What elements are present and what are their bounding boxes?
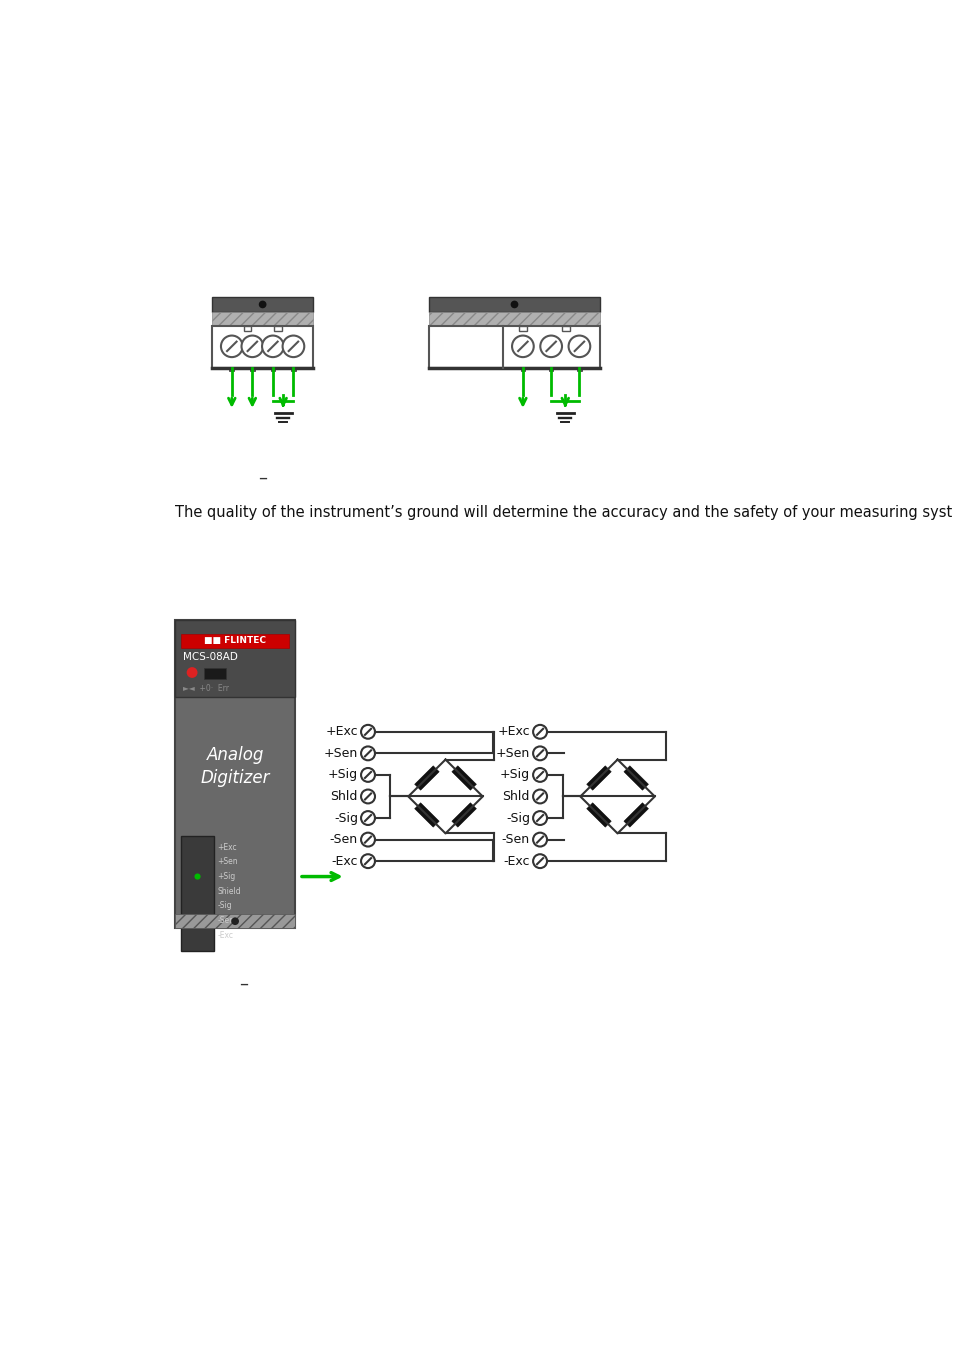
Bar — [212, 325, 313, 369]
Bar — [274, 325, 281, 331]
Text: +Exc: +Exc — [497, 725, 530, 738]
Text: Analog: Analog — [206, 747, 264, 764]
Bar — [452, 803, 476, 828]
Bar — [577, 367, 581, 371]
Bar — [623, 803, 648, 828]
Circle shape — [194, 873, 200, 880]
Text: Shld: Shld — [331, 790, 357, 803]
Text: +Sen: +Sen — [496, 747, 530, 760]
Text: ►◄  +0·  Err: ►◄ +0· Err — [183, 684, 229, 693]
Circle shape — [510, 301, 517, 308]
Circle shape — [360, 811, 375, 825]
Circle shape — [533, 768, 546, 782]
Circle shape — [533, 725, 546, 738]
Circle shape — [360, 833, 375, 846]
Circle shape — [568, 336, 590, 358]
Text: –: – — [238, 975, 248, 992]
Text: Shld: Shld — [502, 790, 530, 803]
Circle shape — [231, 918, 239, 925]
Text: +Sig: +Sig — [328, 768, 357, 782]
Bar — [174, 620, 294, 697]
Bar — [520, 367, 525, 371]
Bar — [586, 803, 611, 828]
Circle shape — [360, 855, 375, 868]
Bar — [291, 367, 295, 371]
Bar — [204, 668, 226, 679]
Bar — [429, 297, 599, 312]
Text: ■■ FLINTEC: ■■ FLINTEC — [204, 636, 266, 645]
Bar — [623, 765, 648, 790]
Circle shape — [360, 747, 375, 760]
Text: -Exc: -Exc — [503, 855, 530, 868]
Circle shape — [533, 747, 546, 760]
Bar — [243, 325, 252, 331]
Text: The quality of the instrument’s ground will determine the accuracy and the safet: The quality of the instrument’s ground w… — [174, 505, 953, 520]
Bar — [561, 325, 569, 331]
Circle shape — [360, 790, 375, 803]
Text: Digitizer: Digitizer — [200, 769, 270, 787]
Bar — [586, 765, 611, 790]
Bar — [415, 803, 438, 828]
Bar — [181, 836, 213, 952]
Bar — [452, 765, 476, 790]
Text: +Sen: +Sen — [217, 857, 238, 867]
Bar — [212, 297, 313, 312]
Circle shape — [533, 855, 546, 868]
Circle shape — [282, 336, 304, 358]
Circle shape — [512, 336, 533, 358]
Bar — [230, 367, 233, 371]
Text: -Sen: -Sen — [217, 915, 234, 925]
Circle shape — [533, 833, 546, 846]
Text: –: – — [258, 468, 267, 487]
Circle shape — [262, 336, 283, 358]
Text: +Exc: +Exc — [325, 725, 357, 738]
Bar — [429, 325, 599, 369]
Text: -Sig: -Sig — [334, 811, 357, 825]
Circle shape — [360, 768, 375, 782]
Circle shape — [221, 336, 242, 358]
Text: +Sig: +Sig — [499, 768, 530, 782]
Text: -Exc: -Exc — [331, 855, 357, 868]
Text: +Exc: +Exc — [217, 842, 237, 852]
Bar — [429, 312, 599, 325]
Bar — [174, 620, 294, 929]
Bar — [250, 367, 254, 371]
Text: -Sen: -Sen — [330, 833, 357, 846]
Bar — [518, 325, 526, 331]
Bar — [212, 312, 313, 325]
Text: +Sen: +Sen — [323, 747, 357, 760]
Circle shape — [241, 336, 263, 358]
Text: -Sig: -Sig — [217, 902, 233, 910]
Bar — [548, 367, 553, 371]
Text: +Sig: +Sig — [217, 872, 235, 882]
Text: -Exc: -Exc — [217, 930, 233, 940]
Bar — [174, 914, 294, 929]
Bar — [271, 367, 274, 371]
Text: Shield: Shield — [217, 887, 241, 895]
Text: MCS-08AD: MCS-08AD — [183, 652, 237, 662]
Circle shape — [533, 811, 546, 825]
Circle shape — [258, 301, 266, 308]
Text: -Sen: -Sen — [501, 833, 530, 846]
Text: -Sig: -Sig — [505, 811, 530, 825]
Circle shape — [539, 336, 561, 358]
Bar — [415, 765, 438, 790]
Circle shape — [187, 667, 197, 678]
Circle shape — [360, 725, 375, 738]
Bar — [181, 634, 289, 648]
Circle shape — [533, 790, 546, 803]
